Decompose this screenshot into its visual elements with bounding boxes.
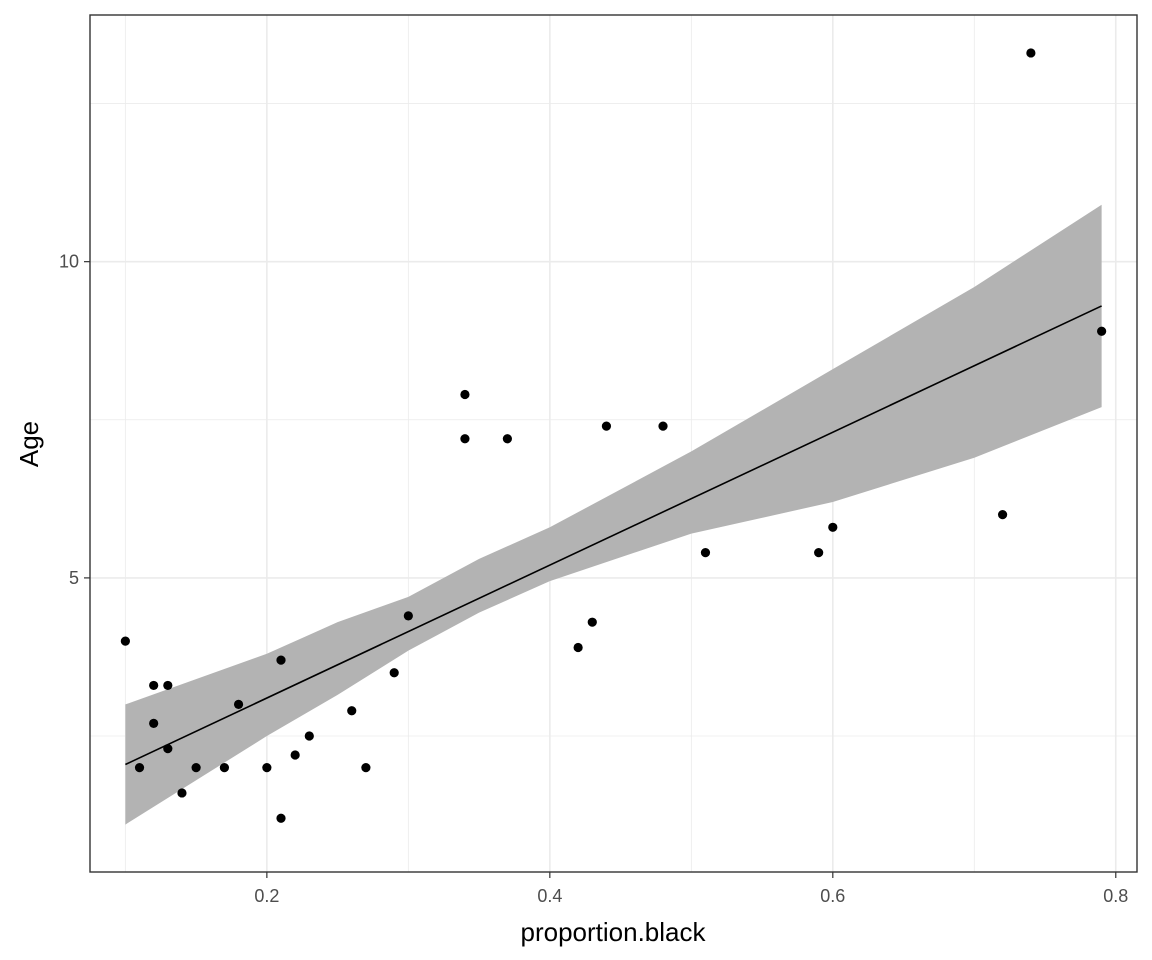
panel-border — [89, 14, 1138, 873]
x-tick-label: 0.8 — [1103, 886, 1128, 906]
grid-lines — [90, 15, 1137, 872]
data-point — [700, 548, 711, 558]
data-point — [120, 636, 130, 646]
confidence-band — [125, 204, 1102, 825]
axes: 0.2 0.4 0.6 0.8 5 10 — [59, 252, 1128, 906]
data-point — [262, 763, 272, 773]
x-tick-label: 0.4 — [537, 886, 562, 906]
data-point — [814, 548, 824, 558]
data-point — [460, 389, 470, 400]
data-point — [361, 763, 371, 773]
data-point — [163, 680, 173, 691]
data-point — [573, 642, 583, 653]
regression-line — [125, 305, 1102, 766]
data-point — [304, 731, 314, 741]
data-point — [149, 680, 159, 691]
data-point — [460, 434, 470, 444]
data-point — [149, 718, 159, 728]
data-point — [191, 763, 201, 773]
data-point — [163, 744, 173, 754]
data-point — [502, 434, 512, 444]
data-point — [587, 617, 597, 627]
data-point — [276, 813, 286, 823]
data-point — [658, 421, 668, 431]
x-tick-label: 0.6 — [820, 886, 845, 906]
data-point — [134, 763, 145, 773]
data-point — [601, 421, 612, 431]
fit-line-layer — [125, 305, 1102, 766]
data-point — [1097, 326, 1107, 336]
data-points — [120, 48, 1107, 823]
data-point — [828, 522, 838, 532]
data-point — [290, 750, 300, 760]
data-point — [276, 655, 286, 665]
data-point — [1026, 48, 1036, 58]
data-point — [233, 699, 244, 709]
data-point — [389, 668, 399, 678]
y-tick-label: 10 — [59, 252, 79, 272]
confidence-band-layer — [125, 204, 1102, 825]
data-point — [347, 706, 357, 716]
data-point — [177, 788, 187, 798]
data-point — [997, 510, 1008, 520]
y-tick-label: 5 — [69, 568, 79, 588]
x-tick-label: 0.2 — [254, 886, 279, 906]
y-axis-title: Age — [14, 421, 44, 467]
data-point — [219, 763, 230, 773]
x-axis-title: proportion.black — [521, 917, 707, 947]
data-point — [403, 611, 413, 621]
